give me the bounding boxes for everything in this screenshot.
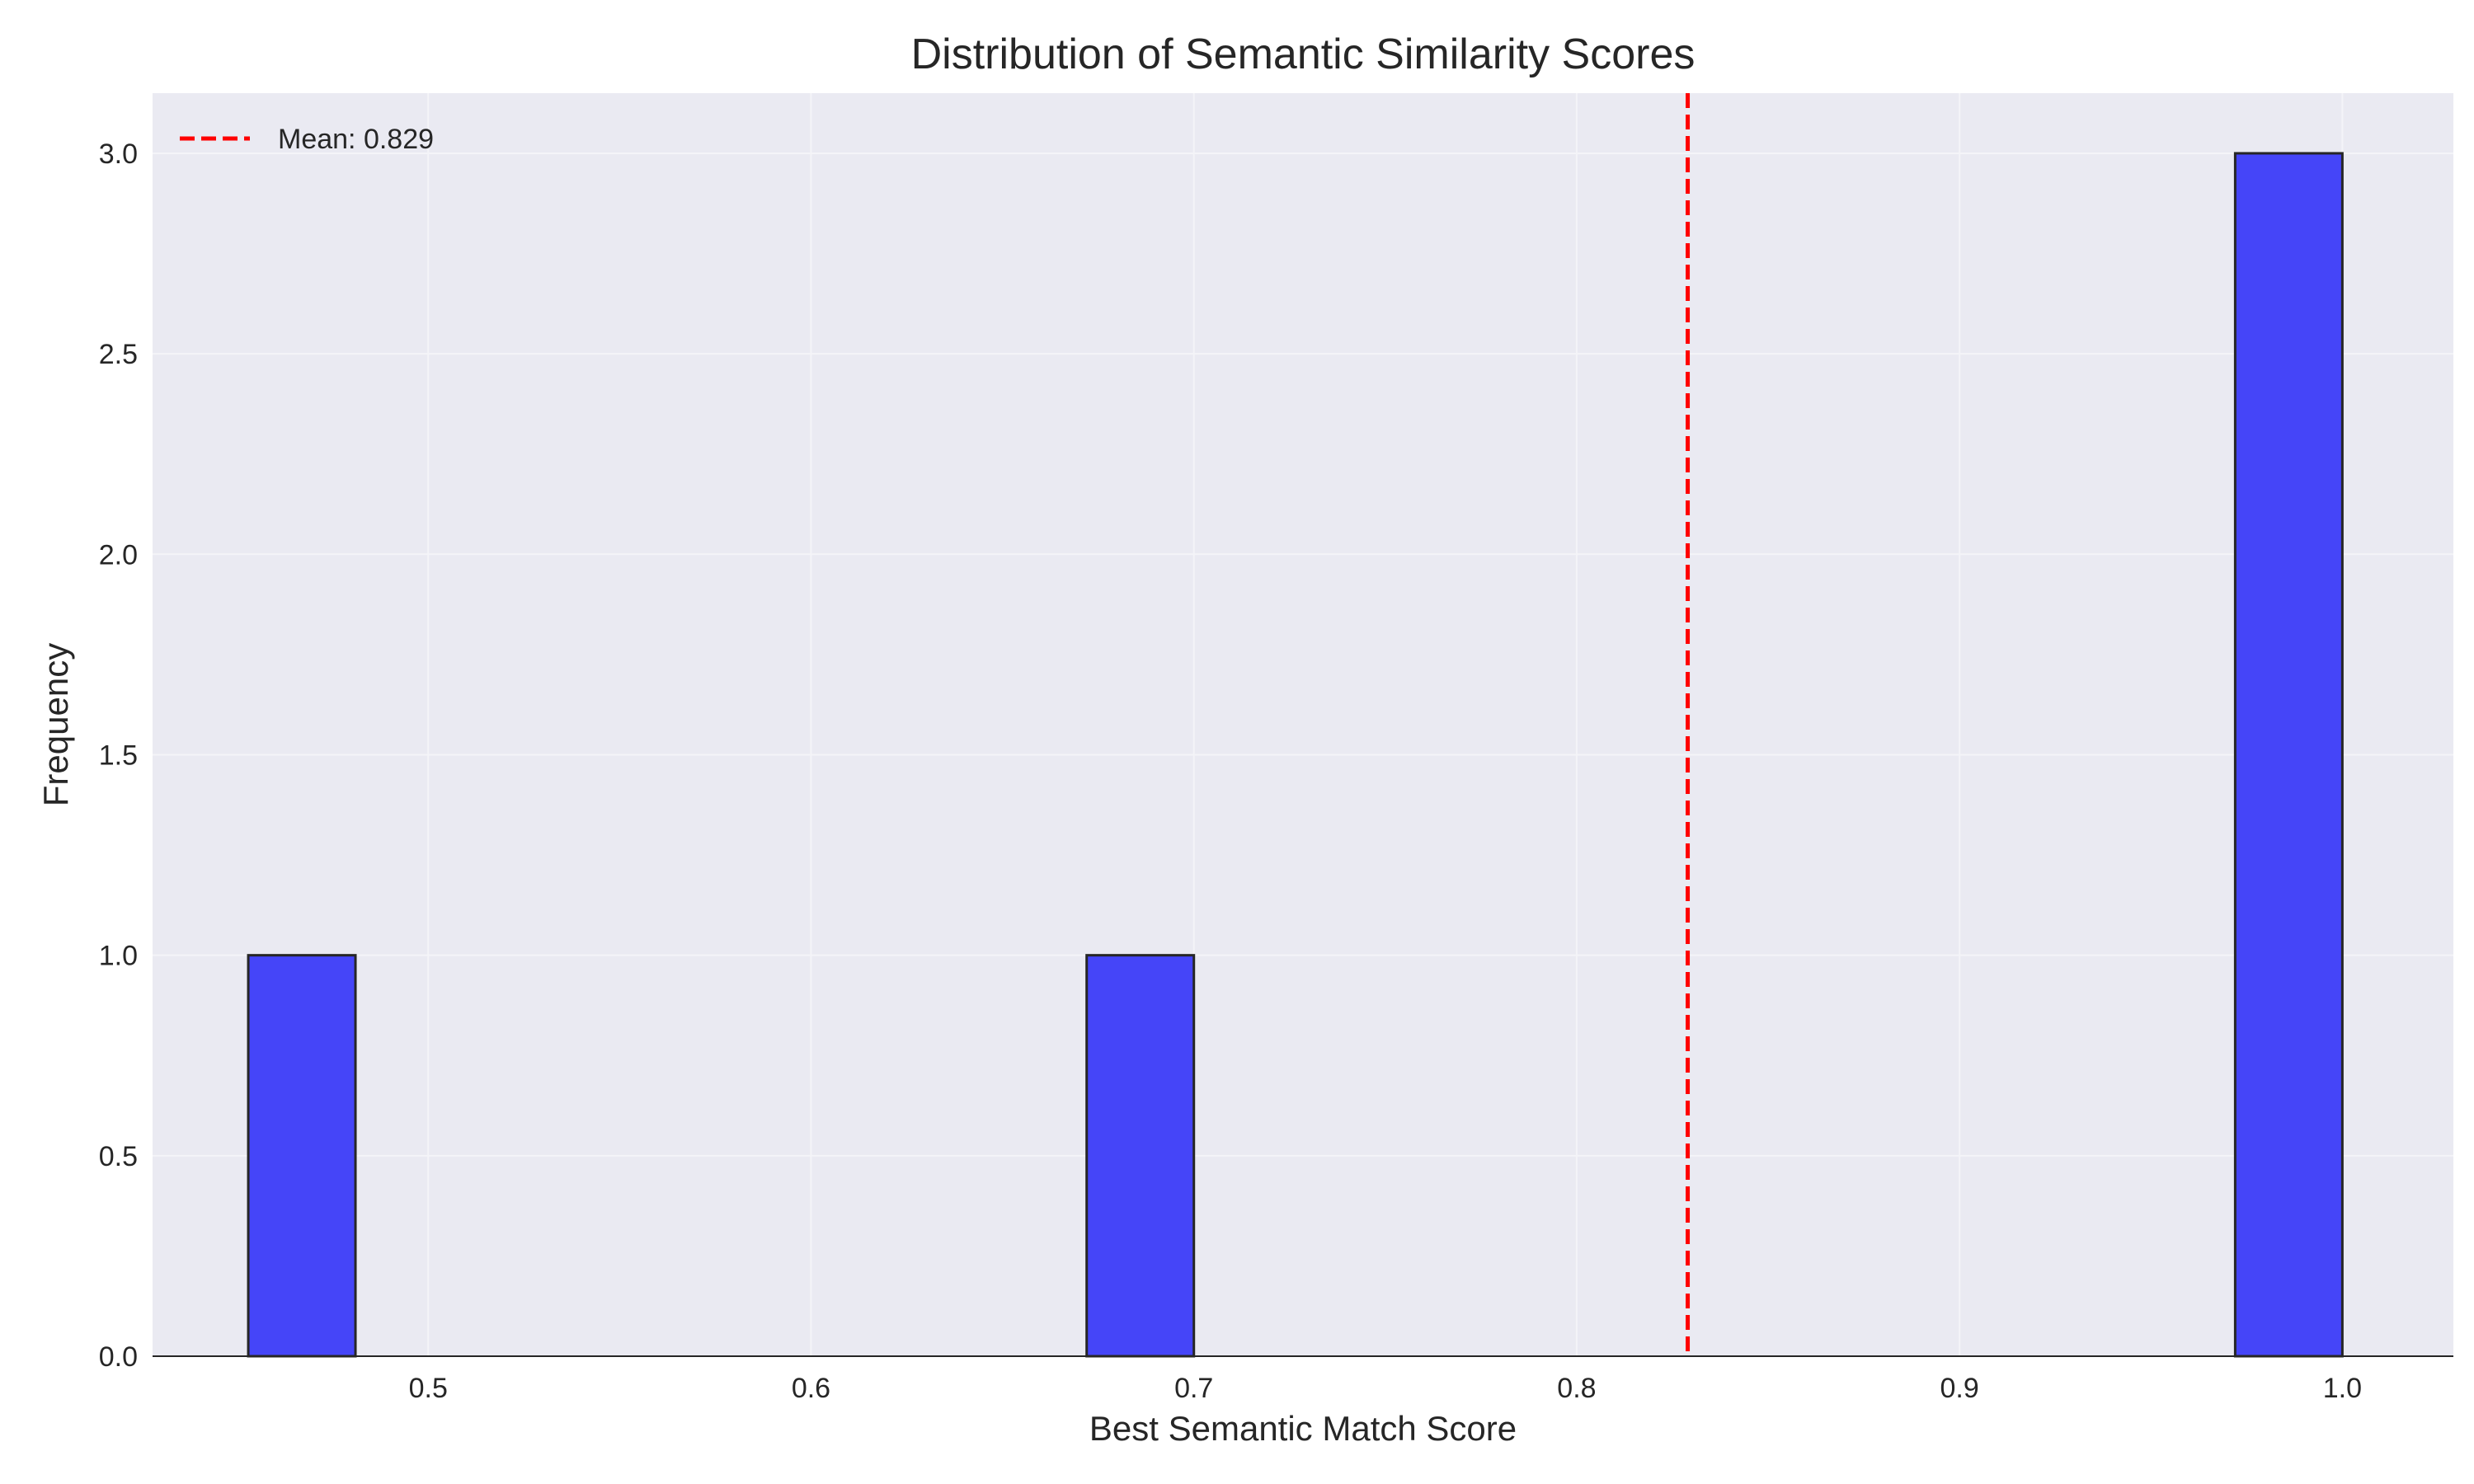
x-axis-ticks: 0.5 0.6 0.7 0.8 0.9 1.0 bbox=[409, 1373, 2362, 1404]
x-axis-label: Best Semantic Match Score bbox=[1089, 1409, 1517, 1448]
x-tick-label-3: 0.8 bbox=[1557, 1373, 1596, 1404]
x-tick-label-5: 1.0 bbox=[2323, 1373, 2362, 1404]
y-tick-label-4: 2.0 bbox=[99, 539, 138, 571]
histogram-bars bbox=[247, 152, 2344, 1358]
plot-area bbox=[153, 93, 2453, 1356]
y-tick-label-6: 3.0 bbox=[99, 139, 138, 170]
y-tick-label-5: 2.5 bbox=[99, 339, 138, 370]
histogram-bar-2 bbox=[2233, 152, 2344, 1358]
x-tick-label-1: 0.6 bbox=[792, 1373, 830, 1404]
legend-label-mean: Mean: 0.829 bbox=[278, 124, 434, 155]
histogram-bar-0 bbox=[247, 954, 357, 1358]
y-tick-label-1: 0.5 bbox=[99, 1141, 138, 1172]
x-tick-label-2: 0.7 bbox=[1174, 1373, 1213, 1404]
y-axis-label: Frequency bbox=[36, 643, 75, 806]
x-tick-label-4: 0.9 bbox=[1940, 1373, 1979, 1404]
x-tick-label-0: 0.5 bbox=[409, 1373, 448, 1404]
legend: Mean: 0.829 bbox=[180, 124, 434, 155]
chart-title: Distribution of Semantic Similarity Scor… bbox=[911, 31, 1696, 78]
y-tick-label-3: 1.5 bbox=[99, 740, 138, 771]
y-axis-ticks: 0.0 0.5 1.0 1.5 2.0 2.5 3.0 bbox=[99, 139, 138, 1373]
y-tick-label-0: 0.0 bbox=[99, 1341, 138, 1373]
histogram-bar-1 bbox=[1085, 954, 1196, 1358]
y-tick-label-2: 1.0 bbox=[99, 941, 138, 972]
